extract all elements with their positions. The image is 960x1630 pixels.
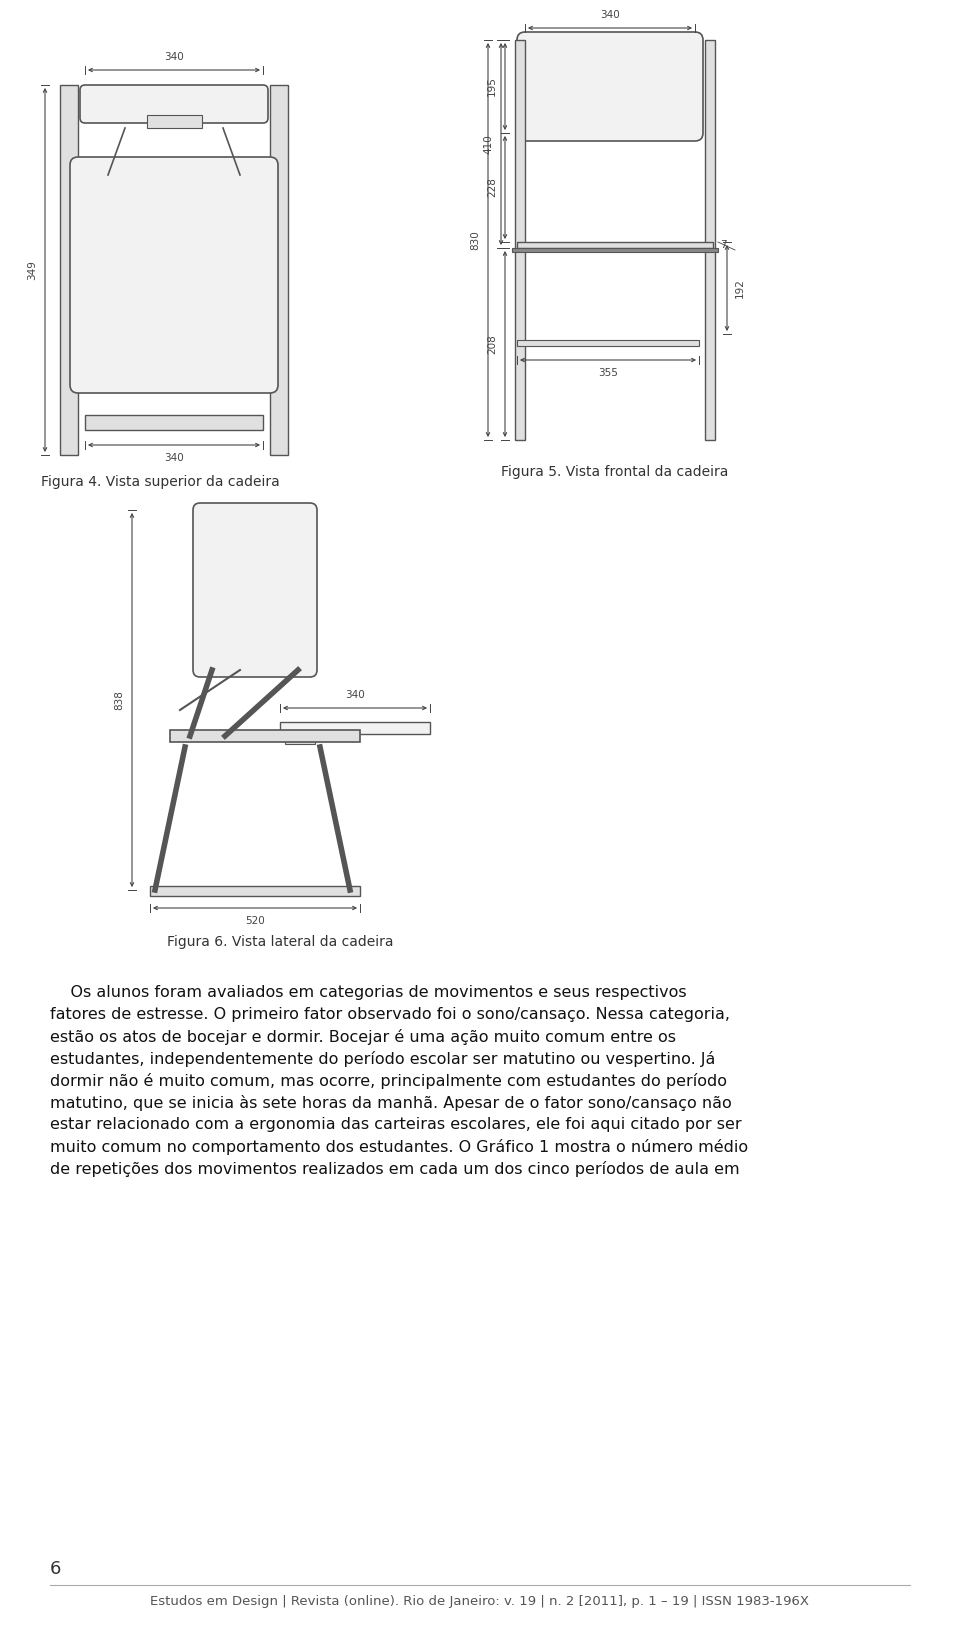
Text: 7: 7 [720,240,727,249]
Text: estudantes, independentemente do período escolar ser matutino ou vespertino. Já: estudantes, independentemente do período… [50,1051,715,1068]
Bar [147,116,202,129]
Bar [285,734,315,743]
Text: dormir não é muito comum, mas ocorre, principalmente com estudantes do período: dormir não é muito comum, mas ocorre, pr… [50,1073,727,1089]
Text: 228: 228 [487,178,497,197]
Text: de repetições dos movimentos realizados em cada um dos cinco períodos de aula em: de repetições dos movimentos realizados … [50,1161,739,1177]
Bar [517,241,713,248]
Text: Figura 6. Vista lateral da cadeira: Figura 6. Vista lateral da cadeira [167,936,394,949]
Text: Os alunos foram avaliados em categorias de movimentos e seus respectivos: Os alunos foram avaliados em categorias … [50,985,686,999]
Text: 208: 208 [487,334,497,354]
Text: estão os atos de bocejar e dormir. Bocejar é uma ação muito comum entre os: estão os atos de bocejar e dormir. Bocej… [50,1029,676,1045]
FancyBboxPatch shape [517,33,703,142]
Text: 340: 340 [164,52,184,62]
Text: fatores de estresse. O primeiro fator observado foi o sono/cansaço. Nessa catego: fatores de estresse. O primeiro fator ob… [50,1007,730,1022]
Bar [280,722,430,734]
Bar [60,85,78,455]
Bar [85,416,263,430]
Text: 830: 830 [470,230,480,249]
Text: Figura 4. Vista superior da cadeira: Figura 4. Vista superior da cadeira [40,474,279,489]
Bar [170,730,360,742]
Text: 340: 340 [600,10,620,20]
Bar [517,341,699,346]
Text: 6: 6 [50,1560,61,1578]
Text: estar relacionado com a ergonomia das carteiras escolares, ele foi aqui citado p: estar relacionado com a ergonomia das ca… [50,1117,742,1131]
Text: 410: 410 [483,134,493,153]
FancyBboxPatch shape [70,156,278,393]
Bar [150,887,360,896]
Text: 838: 838 [114,689,124,711]
Bar [705,41,715,440]
Text: 340: 340 [164,453,184,463]
Text: matutino, que se inicia às sete horas da manhã. Apesar de o fator sono/cansaço n: matutino, que se inicia às sete horas da… [50,1095,732,1112]
Text: 520: 520 [245,916,265,926]
Text: 340: 340 [346,689,365,699]
Bar [270,85,288,455]
Text: 355: 355 [598,368,618,378]
Text: 192: 192 [735,279,745,298]
Text: 349: 349 [27,261,37,280]
Text: 195: 195 [487,77,497,96]
Text: Figura 5. Vista frontal da cadeira: Figura 5. Vista frontal da cadeira [501,465,729,479]
Bar [512,248,718,253]
FancyBboxPatch shape [80,85,268,122]
Bar [515,41,525,440]
FancyBboxPatch shape [193,504,317,676]
Text: muito comum no comportamento dos estudantes. O Gráfico 1 mostra o número médio: muito comum no comportamento dos estudan… [50,1139,748,1156]
Text: Estudos em Design | Revista (online). Rio de Janeiro: v. 19 | n. 2 [2011], p. 1 : Estudos em Design | Revista (online). Ri… [151,1596,809,1609]
